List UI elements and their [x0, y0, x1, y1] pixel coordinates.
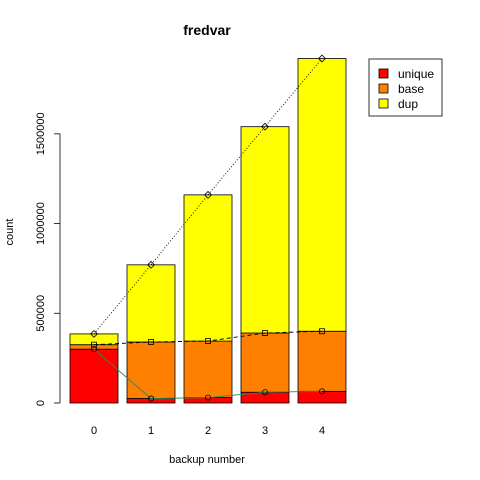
line-unique	[93, 348, 323, 399]
x-tick-label-4: 4	[319, 425, 325, 437]
point-unique-0	[91, 346, 98, 353]
point-base-2	[205, 338, 211, 344]
x-tick-label-1: 1	[148, 425, 154, 437]
point-dup-3	[261, 122, 269, 131]
bar-base-3	[240, 332, 290, 393]
bar-dup-0	[69, 333, 119, 346]
bar-unique-4	[297, 390, 347, 404]
bar-dup-4	[297, 58, 347, 332]
point-unique-1	[147, 395, 154, 402]
bar-base-4	[297, 330, 347, 392]
point-unique-3	[261, 389, 268, 396]
point-base-0	[91, 341, 97, 348]
point-base-4	[319, 328, 325, 335]
y-axis-label: count	[4, 219, 16, 246]
x-tick-label-0: 0	[91, 425, 97, 437]
point-unique-4	[318, 388, 325, 395]
y-tick-label-3: 1500000	[35, 112, 47, 155]
y-tick-label-0: 0	[35, 400, 47, 406]
legend-swatch-dup	[378, 98, 389, 109]
point-dup-4	[318, 54, 326, 63]
chart-title: fredvar	[183, 22, 231, 38]
x-tick-label-2: 2	[205, 425, 211, 437]
point-dup-1	[147, 260, 155, 269]
bar-dup-2	[183, 194, 233, 342]
point-base-1	[148, 339, 154, 345]
bar-dup-1	[126, 264, 176, 343]
bar-base-1	[126, 341, 176, 399]
legend-label-base: base	[398, 82, 424, 96]
bar-unique-0	[69, 348, 119, 404]
point-dup-0	[90, 329, 98, 338]
plot-area: 0 500000 1000000 1500000 0 1 2 3 4	[35, 54, 347, 437]
bar-base-2	[183, 340, 233, 399]
point-dup-2	[204, 190, 212, 199]
legend-label-unique: unique	[398, 67, 434, 81]
point-unique-2	[204, 394, 211, 401]
line-base	[93, 330, 323, 346]
legend-swatch-base	[378, 83, 389, 94]
x-tick-label-3: 3	[262, 425, 268, 437]
legend-swatch-unique	[378, 68, 389, 79]
x-axis-label: backup number	[169, 454, 245, 466]
bar-dup-3	[240, 126, 290, 334]
y-tick-label-2: 1000000	[35, 202, 47, 245]
y-tick-label-1: 500000	[35, 295, 47, 332]
legend-label-dup: dup	[398, 97, 418, 111]
point-base-3	[262, 330, 268, 336]
